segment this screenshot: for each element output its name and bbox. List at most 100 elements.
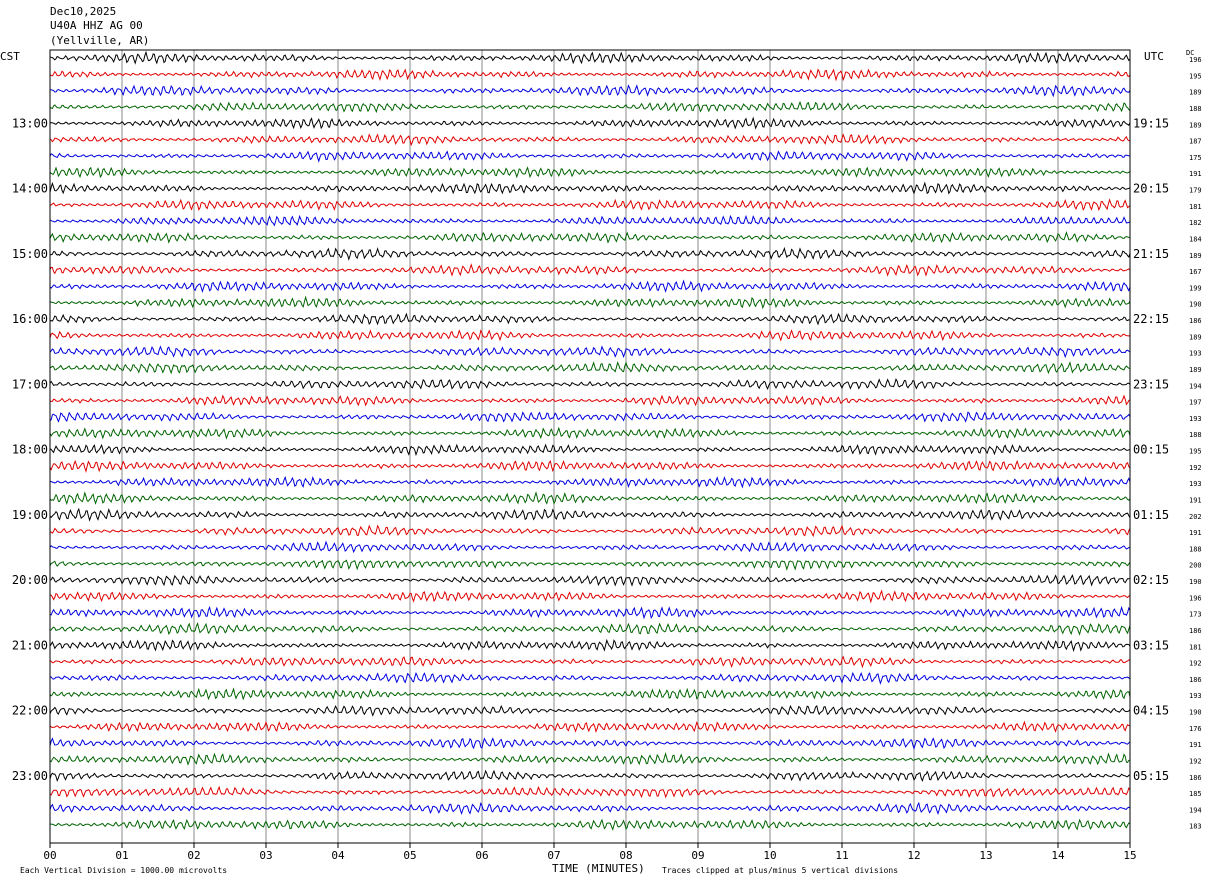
seismic-trace-row xyxy=(49,214,1131,227)
seismic-trace-row xyxy=(49,475,1131,489)
dc-offset-value: 175 xyxy=(1189,154,1202,162)
utc-hour-label: 19:15 xyxy=(1133,116,1169,130)
x-tick-label: 05 xyxy=(403,849,416,862)
seismic-trace-row xyxy=(49,559,1131,571)
cst-hour-label: 19:00 xyxy=(12,508,48,522)
seismic-trace-row xyxy=(49,785,1131,799)
seismic-trace-row xyxy=(49,231,1131,244)
dc-offset-value: 187 xyxy=(1189,138,1202,146)
seismic-trace-row xyxy=(49,443,1131,457)
dc-offset-value: 181 xyxy=(1189,643,1202,651)
seismic-trace-row xyxy=(49,312,1131,326)
seismic-trace-row xyxy=(49,68,1131,82)
cst-hour-label: 18:00 xyxy=(12,443,48,457)
dc-offset-value: 196 xyxy=(1189,56,1202,64)
seismic-trace-row xyxy=(49,50,1131,65)
x-tick-label: 10 xyxy=(763,849,776,862)
seismic-trace-row xyxy=(49,84,1131,98)
dc-offset-value: 202 xyxy=(1189,513,1202,521)
dc-offset-value: 167 xyxy=(1189,268,1202,276)
seismic-trace-row xyxy=(49,394,1131,407)
station-code: U40A HHZ AG 00 xyxy=(50,19,143,32)
vertical-division-note: Each Vertical Division = 1000.00 microvo… xyxy=(20,866,228,875)
seismic-trace-row xyxy=(49,198,1131,212)
dc-offset-value: 190 xyxy=(1189,709,1202,717)
dc-offset-value: 184 xyxy=(1189,235,1202,243)
seismic-trace-row xyxy=(49,769,1131,783)
x-tick-label: 11 xyxy=(835,849,848,862)
x-tick-label: 02 xyxy=(187,849,200,862)
utc-hour-label: 01:15 xyxy=(1133,508,1169,522)
seismic-trace-row xyxy=(49,720,1131,733)
dc-offset-value: 183 xyxy=(1189,823,1202,831)
x-tick-label: 14 xyxy=(1051,849,1065,862)
dc-offset-value: 197 xyxy=(1189,399,1202,407)
x-tick-label: 07 xyxy=(547,849,560,862)
dc-offset-value: 176 xyxy=(1189,725,1202,733)
utc-hour-label: 00:15 xyxy=(1133,443,1169,457)
seismic-trace-row xyxy=(49,116,1131,130)
seismic-trace-row xyxy=(49,752,1131,766)
dc-offset-value: 193 xyxy=(1189,350,1202,358)
dc-offset-value: 191 xyxy=(1189,529,1202,537)
dc-offset-value: 196 xyxy=(1189,594,1202,602)
dc-offset-value: 189 xyxy=(1189,366,1202,374)
dc-offset-value: 189 xyxy=(1189,121,1202,129)
seismic-trace-row xyxy=(49,459,1131,473)
dc-offset-value: 186 xyxy=(1189,317,1202,325)
cst-hour-label: 22:00 xyxy=(12,704,48,718)
x-tick-label: 15 xyxy=(1123,849,1136,862)
clipping-note: Traces clipped at plus/minus 5 vertical … xyxy=(662,866,899,875)
dc-offset-value: 179 xyxy=(1189,187,1202,195)
x-tick-label: 13 xyxy=(979,849,992,862)
utc-hour-label: 20:15 xyxy=(1133,182,1169,196)
seismic-trace-row xyxy=(49,687,1131,701)
utc-hour-label: 23:15 xyxy=(1133,377,1169,391)
dc-offset-value: 190 xyxy=(1189,578,1202,586)
x-tick-label: 03 xyxy=(259,849,272,862)
seismic-trace-row xyxy=(49,150,1131,163)
seismic-trace-row xyxy=(49,524,1131,538)
plot-date: Dec10,2025 xyxy=(50,5,117,18)
seismic-trace-row xyxy=(49,263,1131,277)
dc-offset-value: 188 xyxy=(1189,545,1202,553)
dc-offset-value: 192 xyxy=(1189,464,1202,472)
x-tick-label: 06 xyxy=(475,849,488,862)
seismic-trace-row xyxy=(49,801,1131,815)
dc-offset-value: 194 xyxy=(1189,382,1202,390)
dc-offset-value: 189 xyxy=(1189,333,1202,341)
dc-offset-value: 193 xyxy=(1189,415,1202,423)
seismic-trace-row xyxy=(49,491,1131,506)
seismic-trace-row xyxy=(49,279,1131,294)
x-axis-title: TIME (MINUTES) xyxy=(552,862,645,875)
cst-hour-label: 16:00 xyxy=(12,312,48,326)
cst-hour-label: 14:00 xyxy=(12,182,48,196)
axis-labels: 00 01 02 03 04 05 06 07 08 09 10 11 12 13 14 15 196 195 18… xyxy=(12,56,1202,862)
seismic-trace-row xyxy=(49,411,1131,423)
cst-hour-label: 13:00 xyxy=(12,116,48,130)
seismic-trace-row xyxy=(49,133,1131,147)
dc-column-label: DC xyxy=(1186,49,1195,57)
dc-offset-value: 189 xyxy=(1189,252,1202,260)
dc-offset-value: 191 xyxy=(1189,741,1202,749)
x-tick-label: 12 xyxy=(907,849,920,862)
seismic-trace-row xyxy=(49,426,1131,440)
dc-offset-value: 188 xyxy=(1189,431,1202,439)
cst-hour-label: 21:00 xyxy=(12,638,48,652)
seismic-trace-row xyxy=(49,360,1131,375)
dc-offset-value: 181 xyxy=(1189,203,1202,211)
dc-offset-value: 191 xyxy=(1189,170,1202,178)
dc-offset-value: 200 xyxy=(1189,562,1202,570)
seismic-trace-row xyxy=(49,622,1131,636)
cst-hour-label: 20:00 xyxy=(12,573,48,587)
cst-hour-label: 15:00 xyxy=(12,247,48,261)
x-tick-label: 00 xyxy=(43,849,56,862)
dc-offset-value: 194 xyxy=(1189,806,1202,814)
cst-hour-label: 17:00 xyxy=(12,377,48,391)
trace-group xyxy=(49,50,1131,831)
seismic-trace-row xyxy=(49,100,1131,114)
x-tick-label: 09 xyxy=(691,849,704,862)
dc-offset-value: 182 xyxy=(1189,219,1202,227)
dc-offset-value: 195 xyxy=(1189,72,1202,80)
dc-offset-value: 195 xyxy=(1189,448,1202,456)
